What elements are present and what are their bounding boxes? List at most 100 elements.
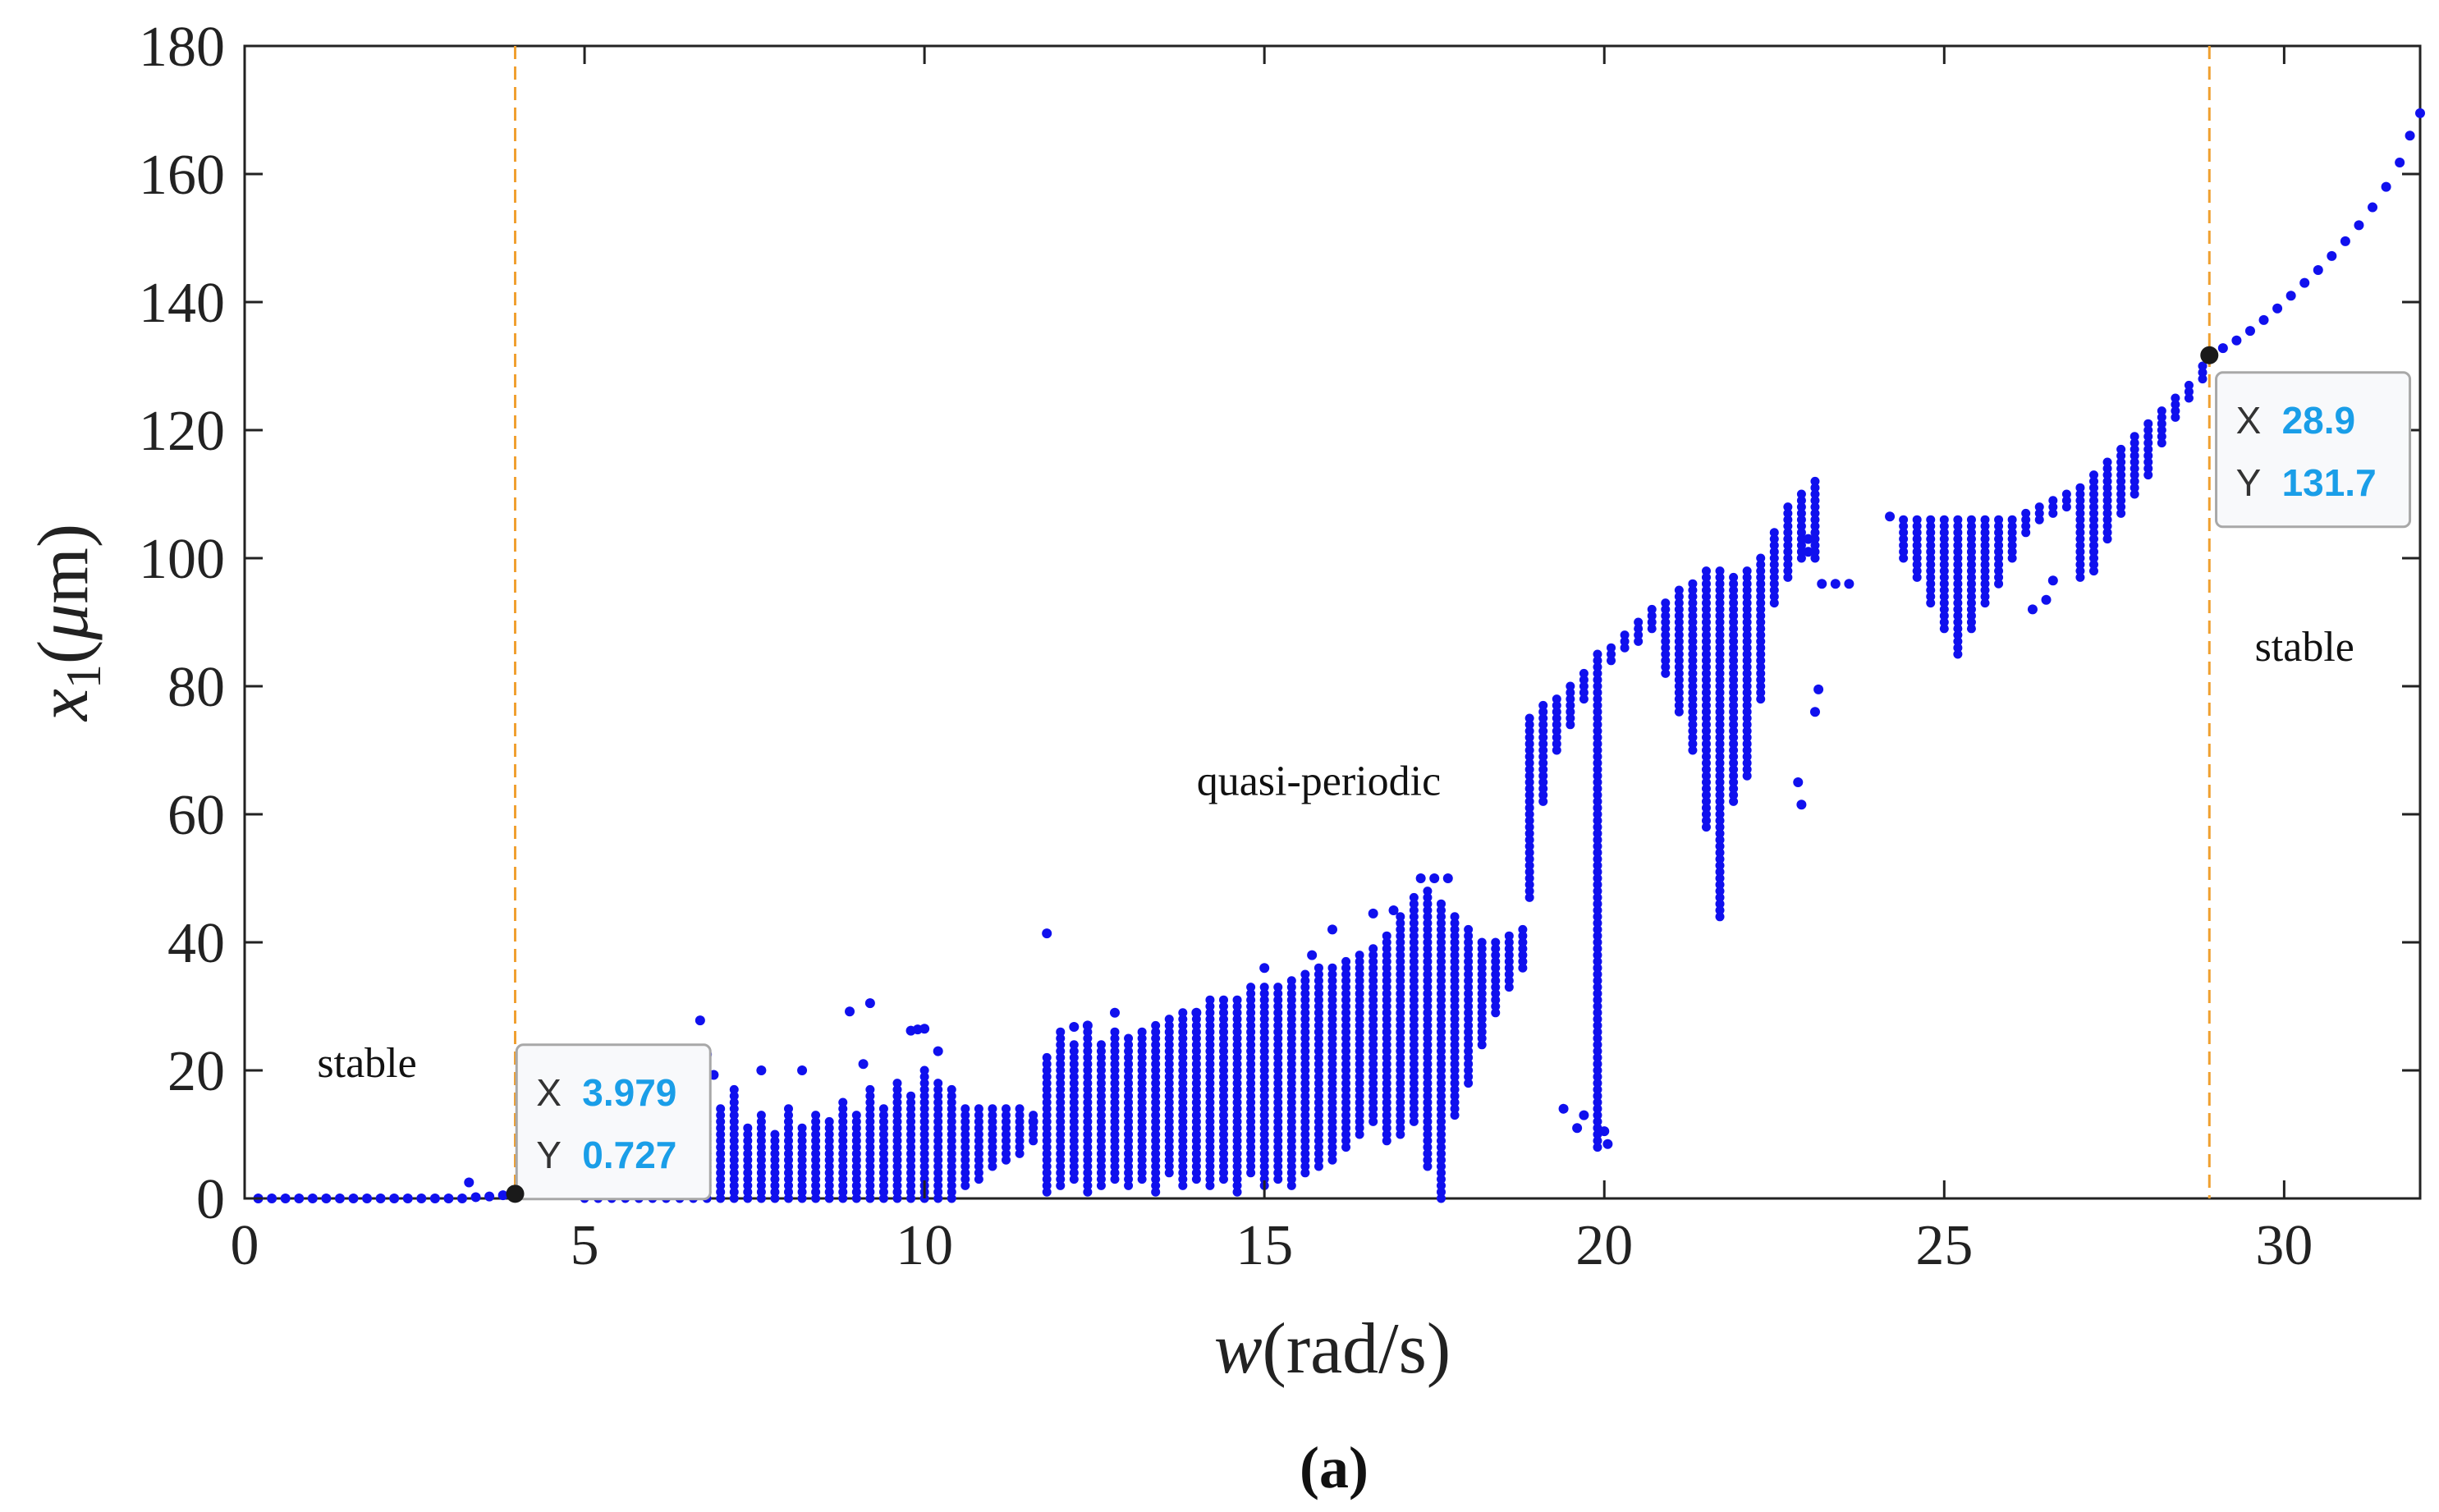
band-28-point-6 <box>960 1143 970 1152</box>
band-102-point-1 <box>2034 508 2044 518</box>
band-83-point-17 <box>1701 713 1711 723</box>
band-109-point-0 <box>2130 489 2139 499</box>
isolated-point-12 <box>919 1024 930 1034</box>
band-37-point-24 <box>1083 1033 1093 1043</box>
band-41-point-15 <box>1137 1079 1147 1088</box>
band-93-point-7 <box>1912 528 1922 538</box>
band-65-point-15 <box>1464 983 1474 992</box>
band-40-point-8 <box>1124 1129 1134 1139</box>
band-39-point-13 <box>1110 1091 1120 1101</box>
band-64-point-6 <box>1450 1072 1460 1082</box>
band-64-point-5 <box>1450 1079 1460 1088</box>
band-46-point-16 <box>1205 1079 1215 1088</box>
band-66-point-7 <box>1477 995 1487 1005</box>
band-11-point-16 <box>729 1091 739 1101</box>
band-27-point-2 <box>947 1180 956 1190</box>
datatip-box-1 <box>2215 371 2412 529</box>
band-90-point-6 <box>1796 515 1806 525</box>
band-40-point-17 <box>1124 1072 1134 1082</box>
band-95-point-16 <box>1939 521 1949 531</box>
band-60-point-19 <box>1396 1008 1405 1018</box>
band-58-point-11 <box>1368 1047 1378 1056</box>
band-75-point-61 <box>1593 752 1602 762</box>
band-24-point-12 <box>906 1116 916 1126</box>
band-65-point-11 <box>1464 1008 1474 1018</box>
band-75-point-16 <box>1593 1040 1602 1050</box>
band-30-point-0 <box>988 1161 997 1171</box>
band-106-point-14 <box>2089 476 2098 486</box>
band-13-point-7 <box>756 1148 766 1158</box>
band-65-point-3 <box>1464 1059 1474 1069</box>
band-110-point-7 <box>2143 425 2153 435</box>
band-113-point-0 <box>2184 393 2194 403</box>
band-65-point-8 <box>1464 1027 1474 1037</box>
band-38-point-0 <box>1096 1180 1106 1190</box>
band-59-point-26 <box>1382 969 1391 979</box>
band-85-point-35 <box>1729 572 1739 582</box>
band-35-point-22 <box>1056 1040 1066 1050</box>
band-99-point-0 <box>1994 579 2004 589</box>
band-108-point-7 <box>2116 464 2126 474</box>
band-84-point-39 <box>1715 662 1725 672</box>
band-90-point-10 <box>1796 489 1806 499</box>
band-53-point-12 <box>1300 1091 1310 1101</box>
band-41-point-1 <box>1137 1168 1147 1178</box>
branch-point-32 <box>2258 314 2269 325</box>
band-83-point-4 <box>1701 796 1711 806</box>
band-22-point-5 <box>878 1161 888 1171</box>
branch-point-17 <box>484 1191 495 1202</box>
band-59-point-21 <box>1382 1001 1391 1011</box>
band-54-point-15 <box>1313 1065 1323 1075</box>
band-96-point-1 <box>1953 643 1963 653</box>
band-42-point-5 <box>1151 1155 1161 1165</box>
band-65-point-18 <box>1464 963 1474 973</box>
band-75-point-4 <box>1593 1116 1602 1126</box>
band-22-point-6 <box>878 1155 888 1165</box>
band-75-point-44 <box>1593 860 1602 870</box>
band-108-point-4 <box>2116 483 2126 493</box>
band-29-point-2 <box>974 1161 983 1171</box>
band-40-point-6 <box>1124 1143 1134 1152</box>
band-26-point-16 <box>933 1091 943 1101</box>
band-97-point-16 <box>1966 521 1976 531</box>
band-26-point-1 <box>933 1187 943 1197</box>
band-98-point-3 <box>1980 579 1990 589</box>
band-34-point-3 <box>1042 1168 1052 1178</box>
band-18-point-2 <box>824 1180 834 1190</box>
band-26-point-14 <box>933 1104 943 1114</box>
band-68-point-7 <box>1504 937 1514 947</box>
band-64-point-26 <box>1450 944 1460 954</box>
band-62-point-12 <box>1423 1084 1433 1094</box>
band-54-point-5 <box>1313 1129 1323 1139</box>
band-35-point-2 <box>1056 1168 1066 1178</box>
band-52-point-8 <box>1286 1129 1296 1139</box>
band-75-point-35 <box>1593 919 1602 928</box>
band-72-point-1 <box>1552 739 1561 749</box>
band-91-point-3 <box>1810 534 1820 544</box>
band-26-point-5 <box>933 1161 943 1171</box>
band-54-point-28 <box>1313 983 1323 992</box>
band-51-point-17 <box>1273 1065 1283 1075</box>
band-49-point-19 <box>1246 1047 1256 1056</box>
band-82-point-21 <box>1688 611 1698 621</box>
band-96-point-14 <box>1953 560 1963 570</box>
band-60-point-2 <box>1396 1116 1405 1126</box>
band-34-point-7 <box>1042 1143 1052 1152</box>
band-54-point-31 <box>1313 963 1323 973</box>
band-83-point-33 <box>1701 611 1711 621</box>
band-48-point-27 <box>1232 1015 1242 1024</box>
band-94-point-11 <box>1926 528 1936 538</box>
band-44-point-15 <box>1178 1084 1188 1094</box>
band-14-point-7 <box>770 1148 780 1158</box>
band-62-point-31 <box>1423 963 1433 973</box>
band-80-point-6 <box>1661 630 1671 640</box>
band-64-point-2 <box>1450 1097 1460 1107</box>
band-72-point-5 <box>1552 713 1561 723</box>
band-14-point-5 <box>770 1161 780 1171</box>
band-84-point-3 <box>1715 892 1725 902</box>
band-60-point-12 <box>1396 1052 1405 1062</box>
band-32-point-3 <box>1015 1129 1025 1139</box>
band-47-point-28 <box>1219 995 1228 1005</box>
band-93-point-4 <box>1912 547 1922 557</box>
